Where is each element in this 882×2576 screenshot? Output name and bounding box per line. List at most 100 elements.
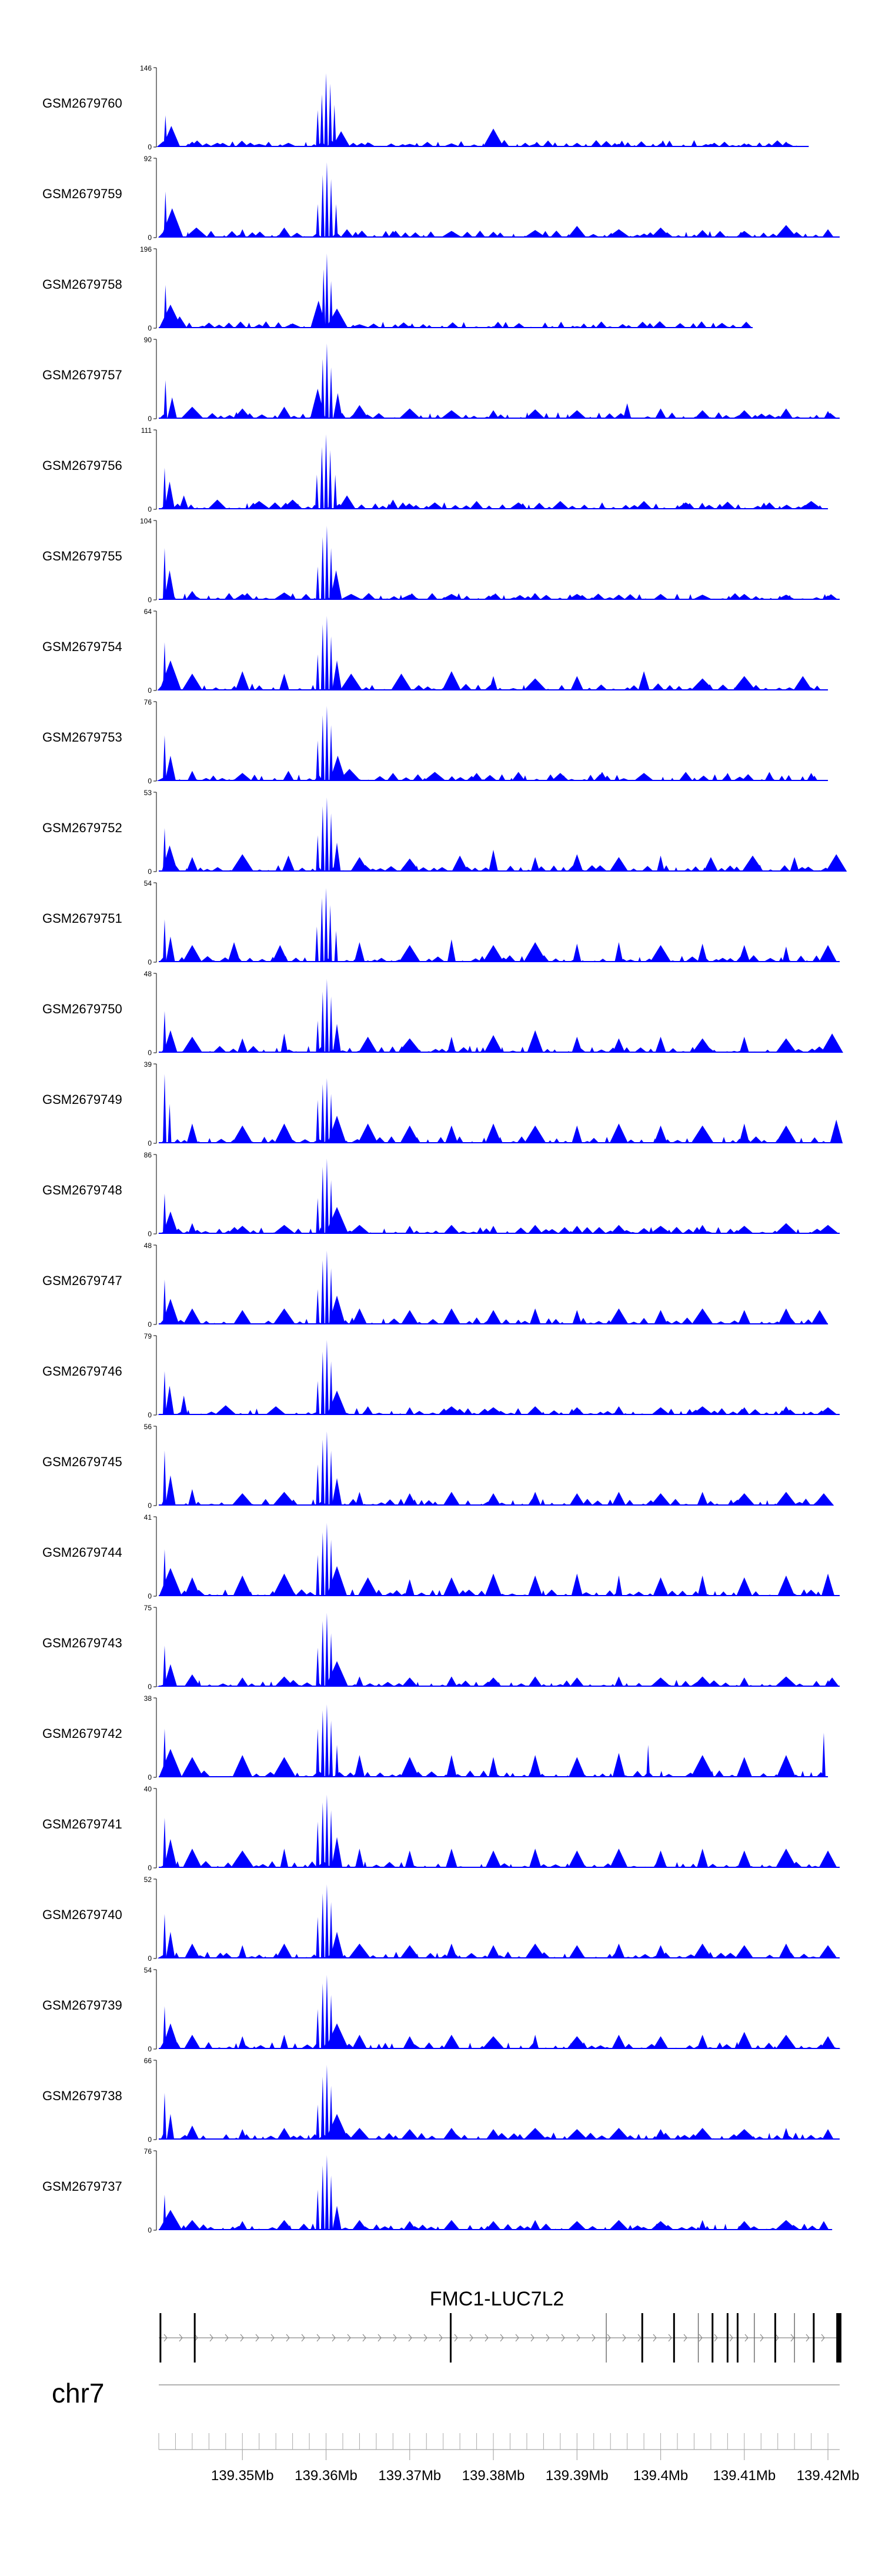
coverage-noise (763, 2043, 775, 2049)
coverage-noise (733, 1050, 749, 1053)
coverage-noise (275, 1319, 287, 1324)
coverage-noise (612, 1593, 620, 1596)
strand-arrow (209, 2334, 213, 2342)
coverage-peak (231, 854, 254, 872)
coverage-noise (600, 141, 613, 147)
coverage-noise (580, 1956, 587, 1958)
x-tick-label: 139.35Mb (211, 2468, 274, 2484)
coverage-peak (162, 2023, 179, 2049)
coverage-peak (326, 1566, 348, 1596)
coverage-noise (375, 957, 388, 962)
track-label: GSM2679749 (42, 1092, 122, 1107)
coverage-peak (650, 1493, 671, 1506)
coverage-peak (179, 495, 189, 509)
coverage-noise (469, 416, 479, 419)
coverage-noise (497, 1863, 512, 1868)
coverage-noise (716, 2042, 724, 2049)
coverage-noise (616, 1684, 624, 1687)
coverage-noise (559, 2228, 564, 2230)
coverage-noise (588, 416, 593, 419)
coverage-noise (671, 2047, 681, 2049)
track-label: GSM2679746 (42, 1364, 122, 1379)
coverage-noise (550, 231, 563, 238)
coverage-peak (329, 548, 333, 600)
coverage-noise (584, 2133, 597, 2140)
coverage-peak (162, 1914, 166, 1958)
coverage-noise (704, 2047, 716, 2049)
coverage-peak (329, 281, 333, 328)
coverage-peak (320, 2076, 325, 2140)
coverage-noise (359, 1137, 373, 1143)
strand-arrow (683, 2334, 687, 2342)
coverage-noise (295, 1321, 305, 1324)
coverage-peak (817, 1224, 839, 1234)
coverage-peak (316, 740, 320, 781)
coverage-noise (561, 959, 567, 962)
coverage-peak (570, 1226, 583, 1234)
coverage-noise (732, 866, 741, 872)
coverage-noise (335, 2046, 340, 2049)
coverage-noise (740, 322, 753, 328)
coverage-noise (310, 325, 316, 328)
coverage-noise (263, 1771, 278, 1777)
coverage-noise (500, 1047, 505, 1053)
coverage-noise (253, 596, 259, 600)
coverage-peak (610, 1224, 627, 1234)
coverage-noise (194, 1501, 202, 1506)
coverage-noise (309, 868, 316, 872)
coverage-noise (759, 502, 769, 509)
coverage-noise (238, 686, 245, 690)
coverage-noise (569, 2043, 573, 2049)
coverage-noise (604, 1590, 615, 1596)
coverage-noise (171, 1594, 181, 1596)
coverage-peak (697, 2034, 709, 2049)
coverage-noise (186, 2224, 201, 2230)
coverage-noise (807, 503, 820, 509)
coverage-peak (186, 857, 198, 872)
y-tick-label: 0 (148, 686, 152, 695)
coverage-noise (658, 867, 663, 872)
coverage-noise (389, 417, 400, 419)
coverage-peak (320, 624, 325, 690)
coverage-noise (383, 866, 399, 872)
coverage-noise (565, 1775, 570, 1777)
coverage-noise (506, 2042, 510, 2049)
coverage-noise (207, 325, 216, 328)
coverage-peak (615, 1575, 623, 1596)
coverage-noise (478, 956, 486, 962)
coverage-peak (489, 849, 499, 872)
coverage-noise (608, 1773, 613, 1777)
coverage-noise (510, 1773, 516, 1777)
coverage-noise (469, 1413, 479, 1415)
coverage-noise (510, 1500, 516, 1506)
y-tick-label: 0 (148, 415, 152, 423)
coverage-noise (722, 1864, 731, 1868)
coverage-noise (408, 412, 413, 419)
coverage-noise (650, 1956, 663, 1958)
coverage-noise (811, 234, 821, 238)
coverage-peak (236, 1677, 249, 1687)
coverage-peak (329, 1810, 333, 1868)
coverage-noise (552, 2046, 559, 2049)
coverage-noise (783, 687, 796, 690)
y-tick-label: 0 (148, 777, 152, 785)
coverage-peak (447, 939, 456, 962)
coverage-noise (674, 1680, 679, 1687)
coverage-peak (527, 1224, 543, 1234)
coverage-noise (549, 865, 559, 872)
coverage-noise (156, 141, 171, 147)
coverage-peak (316, 1821, 320, 1868)
coverage-noise (251, 1773, 262, 1777)
coverage-noise (349, 325, 358, 328)
coverage-noise (457, 1047, 470, 1053)
strand-arrow (546, 2334, 550, 2342)
strand-arrow (775, 2334, 779, 2342)
coverage-noise (519, 142, 531, 147)
coverage-peak (338, 769, 361, 781)
coverage-noise (827, 2047, 841, 2049)
coverage-noise (702, 867, 707, 872)
coverage-peak (329, 2175, 333, 2230)
coverage-noise (338, 1684, 349, 1687)
coverage-peak (324, 73, 328, 147)
coverage-peak (325, 616, 329, 690)
